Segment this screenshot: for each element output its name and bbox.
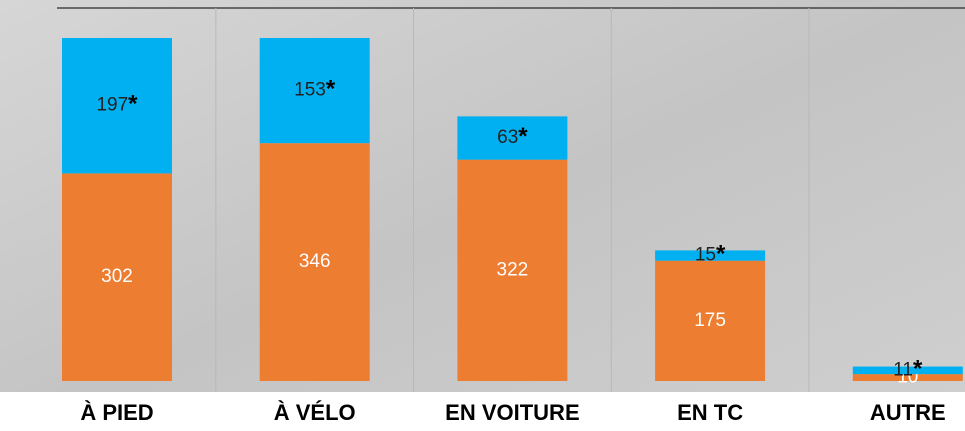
value-label: 63*: [497, 123, 528, 150]
value-text: 11: [893, 359, 913, 380]
value-label: 197*: [96, 91, 138, 118]
footnote-marker: *: [128, 91, 138, 118]
value-text: 175: [694, 310, 726, 331]
value-text: 153: [294, 80, 326, 101]
value-text: 197: [96, 95, 128, 116]
chart: 302197*À PIED346153*À VÉLO32263*EN VOITU…: [0, 0, 965, 431]
value-label: 302: [101, 266, 133, 287]
value-label: 175: [694, 310, 726, 331]
footnote-marker: *: [913, 356, 923, 383]
page: 302197*À PIED346153*À VÉLO32263*EN VOITU…: [0, 0, 965, 431]
category-label: EN TC: [677, 400, 743, 425]
footnote-marker: *: [518, 123, 528, 150]
footnote-marker: *: [326, 76, 336, 103]
value-text: 346: [299, 251, 331, 272]
value-label: 11*: [893, 356, 923, 383]
category-label: AUTRE: [870, 400, 946, 425]
value-text: 302: [101, 266, 133, 287]
value-text: 15: [695, 245, 716, 266]
category-label: EN VOITURE: [445, 400, 579, 425]
category-label: À VÉLO: [274, 400, 356, 425]
value-label: 153*: [294, 76, 336, 103]
value-label: 15*: [695, 241, 726, 268]
value-label: 346: [299, 251, 331, 272]
value-label: 322: [497, 259, 529, 280]
value-text: 63: [497, 127, 518, 148]
footnote-marker: *: [716, 241, 726, 268]
category-label: À PIED: [80, 400, 153, 425]
value-text: 322: [497, 259, 529, 280]
